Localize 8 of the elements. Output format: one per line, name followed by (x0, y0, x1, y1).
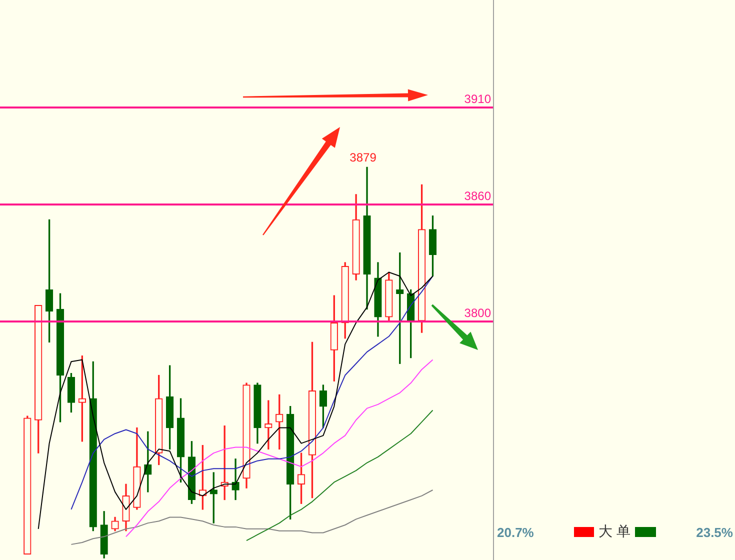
text: 23.5% (696, 524, 733, 540)
ref-line-label: 3800 (464, 306, 492, 320)
candlestick (232, 458, 240, 500)
text: 大 单 (598, 523, 631, 541)
ref-line-label: 3860 (464, 188, 492, 203)
text: 20.7% (497, 524, 534, 540)
ref-line-label: 3910 (464, 92, 492, 106)
annotation: 3879 (350, 150, 377, 165)
